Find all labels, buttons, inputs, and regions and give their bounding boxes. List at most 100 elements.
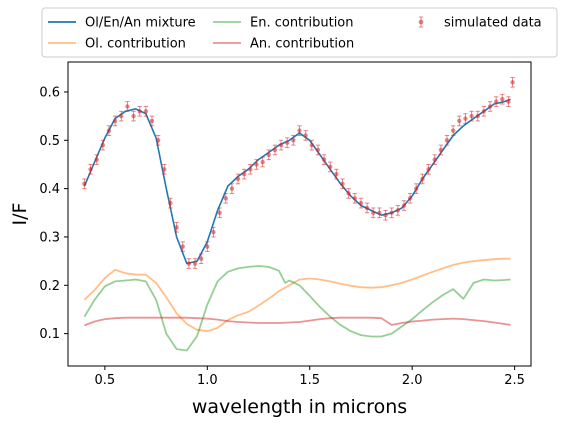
data-point (334, 168, 339, 180)
data-point (112, 115, 118, 127)
series-line-an-contribution (84, 316, 511, 327)
data-point (106, 125, 112, 136)
data-point (340, 178, 345, 190)
data-point (149, 115, 155, 127)
data-point (94, 154, 99, 165)
x-tick-label: 1.5 (299, 373, 320, 388)
data-point (125, 101, 130, 112)
data-point (155, 134, 161, 146)
y-axis-label: I/F (9, 203, 31, 226)
plot-frame (67, 61, 532, 367)
legend-label: Ol. contribution (85, 37, 186, 52)
data-point (500, 93, 505, 105)
data-point (364, 202, 370, 214)
data-point (383, 209, 388, 221)
data-point (506, 96, 511, 107)
y-tick-label: 0.3 (39, 230, 60, 245)
data-point (457, 115, 462, 127)
legend-label: Ol/En/An mixture (85, 16, 196, 31)
legend-label: An. contribution (250, 37, 354, 52)
x-tick-label: 0.5 (95, 373, 116, 388)
data-point (493, 96, 499, 107)
data-point (241, 168, 247, 180)
x-tick-label: 1.0 (197, 373, 218, 388)
data-point (260, 156, 265, 168)
data-point (168, 197, 173, 209)
data-point (414, 183, 419, 194)
data-point (254, 159, 259, 170)
data-point (174, 221, 179, 233)
legend: Ol/En/An mixture Ol. contribution En. cont… (41, 7, 558, 58)
data-point (137, 105, 142, 117)
data-point (475, 110, 480, 122)
legend-item-an-contribution: An. contribution (213, 37, 354, 52)
data-point (352, 192, 358, 204)
data-point (401, 200, 407, 211)
series-line-ol-en-an-mixture (83, 98, 511, 265)
legend-label: simulated data (444, 16, 542, 31)
data-point (235, 173, 241, 185)
data-point (377, 207, 382, 219)
y-tick-label: 0.6 (39, 85, 60, 100)
data-point (291, 134, 296, 146)
data-point (444, 134, 450, 146)
data-point (420, 173, 425, 185)
data-point (510, 76, 515, 88)
data-point (297, 125, 302, 136)
data-point (88, 163, 93, 175)
y-tick-label: 0.2 (39, 279, 60, 294)
data-point (131, 110, 136, 122)
data-point (205, 241, 210, 252)
data-point (450, 125, 456, 136)
data-point (278, 139, 284, 151)
data-point (487, 101, 493, 112)
series-line-en-contribution (83, 265, 511, 352)
data-point (229, 183, 235, 194)
data-point (119, 110, 124, 122)
legend-label: En. contribution (250, 16, 354, 31)
data-point (266, 149, 271, 161)
y-axis: 0.1 0.2 0.3 0.4 0.5 0.6 (39, 85, 68, 342)
data-point (389, 207, 394, 219)
data-points (82, 76, 515, 269)
legend-item-simulated-data: simulated data (418, 16, 542, 31)
x-axis-label: wavelength in microns (192, 396, 407, 418)
data-point (315, 144, 321, 156)
legend-item-ol-contribution: Ol. contribution (48, 37, 186, 52)
data-point (432, 154, 437, 165)
data-point (211, 226, 216, 238)
legend-box (41, 7, 558, 58)
data-point (407, 192, 413, 204)
data-point (217, 207, 222, 219)
data-point (192, 258, 198, 269)
data-point (328, 161, 333, 173)
data-point (82, 178, 87, 190)
series-line-ol-contribution (83, 257, 511, 333)
data-point (186, 258, 192, 269)
data-point (180, 241, 185, 252)
data-point (395, 205, 401, 216)
data-point (309, 139, 314, 151)
data-point (481, 105, 487, 117)
y-tick-label: 0.5 (39, 134, 60, 149)
data-point (285, 137, 290, 149)
legend-item-ol-en-an-mixture: Ol/En/An mixture (48, 16, 196, 31)
data-point (272, 144, 278, 156)
legend-item-en-contribution: En. contribution (213, 16, 354, 31)
x-axis: 0.5 1.0 1.5 2.0 2.5 (95, 366, 525, 388)
x-tick-label: 2.0 (402, 373, 423, 388)
data-point (371, 207, 376, 219)
data-point (248, 163, 253, 175)
data-point (303, 130, 308, 141)
data-point (100, 139, 106, 151)
data-point (426, 163, 431, 175)
x-tick-label: 2.5 (504, 373, 525, 388)
data-point (321, 154, 327, 165)
data-point (463, 113, 468, 124)
data-point (346, 188, 351, 199)
data-point (469, 110, 474, 122)
y-tick-label: 0.1 (39, 327, 60, 342)
data-point (198, 253, 204, 265)
y-tick-label: 0.4 (39, 182, 60, 197)
